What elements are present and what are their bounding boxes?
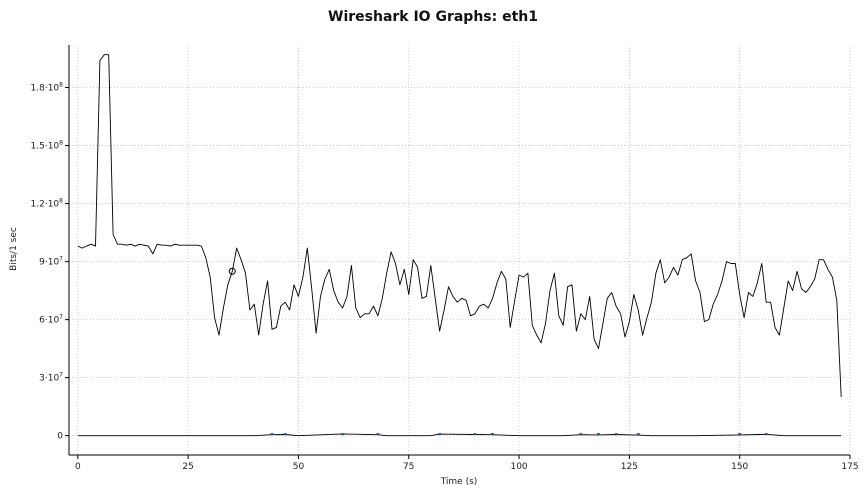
x-tick-label-3: 75 [403, 462, 414, 472]
y-tick-label-3: 9·107 [39, 256, 63, 268]
series-line-0 [77, 54, 842, 398]
baseline-point-8 [341, 433, 345, 436]
chart-title: Wireshark IO Graphs: eth1 [328, 9, 538, 25]
baseline-point-14 [491, 433, 495, 436]
y-tick-label-5: 1.5·108 [31, 140, 64, 152]
x-tick-label-6: 150 [731, 462, 748, 472]
x-tick-label-5: 125 [621, 462, 638, 472]
y-tick-label-6: 1.8·108 [31, 82, 64, 94]
baseline-point-9 [376, 433, 380, 436]
x-tick-label-1: 25 [182, 462, 193, 472]
cursor-marker[interactable] [228, 267, 236, 275]
y-tick-label-0: 0 [57, 432, 63, 442]
baseline-point-19 [614, 433, 618, 436]
baseline-point-13 [473, 433, 477, 436]
x-tick-label-2: 50 [293, 462, 305, 472]
baseline-point-12 [438, 433, 442, 436]
y-axis-label: Bits/1 sec [9, 227, 19, 271]
baseline-point-6 [283, 433, 287, 436]
y-tick-label-2: 6·107 [39, 314, 63, 326]
x-tick-label-7: 175 [841, 462, 858, 472]
baseline-point-18 [596, 433, 600, 436]
y-tick-label-1: 3·107 [39, 372, 63, 384]
x-tick-label-0: 0 [75, 462, 81, 472]
y-tick-label-4: 1.2·108 [31, 198, 64, 210]
baseline-point-20 [636, 433, 640, 436]
tick-labels: 0 25 50 75 100 125 150 175 0 3·107 6·107 9·107 1.2·1… [31, 82, 859, 472]
x-axis-label: Time (s) [440, 477, 478, 487]
baseline-point-23 [738, 433, 742, 436]
series-line-1 [77, 433, 842, 437]
series-layer [77, 54, 842, 437]
grid-lines [69, 45, 851, 455]
baseline-point-17 [579, 433, 583, 436]
baseline-point-24 [764, 433, 768, 436]
baseline-point-5 [270, 433, 274, 436]
x-tick-label-4: 100 [510, 462, 527, 472]
axes [65, 45, 851, 459]
